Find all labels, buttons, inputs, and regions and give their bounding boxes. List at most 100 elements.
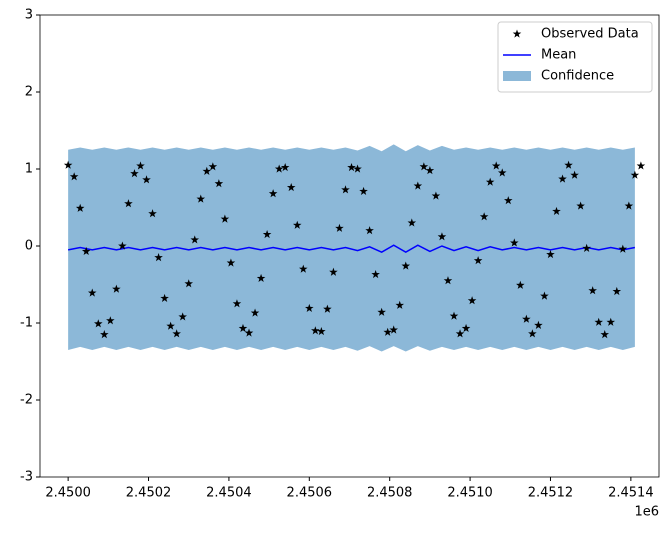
- data-point: [443, 276, 453, 285]
- data-point: [87, 288, 97, 297]
- data-point: [383, 327, 392, 336]
- legend-marker: [503, 71, 531, 81]
- data-point: [311, 326, 320, 335]
- data-point: [491, 161, 501, 170]
- data-point: [377, 307, 386, 316]
- x-tick-label: 2.4500: [45, 486, 91, 501]
- data-point: [172, 329, 181, 338]
- data-point: [503, 196, 513, 205]
- data-point: [244, 328, 254, 337]
- data-point: [624, 201, 634, 210]
- data-point: [455, 329, 465, 338]
- data-point: [106, 316, 115, 325]
- data-point: [606, 317, 616, 326]
- data-point: [160, 293, 169, 302]
- data-point: [497, 168, 507, 177]
- data-point: [63, 160, 73, 169]
- y-tick-label: 1: [25, 162, 33, 177]
- data-point: [365, 226, 374, 235]
- data-point: [280, 162, 290, 172]
- data-point: [534, 320, 543, 329]
- legend-marker: [512, 29, 522, 38]
- data-point: [286, 182, 296, 192]
- data-point: [305, 303, 314, 313]
- data-point: [353, 164, 362, 173]
- x-tick-label: 2.4512: [528, 486, 574, 501]
- data-point: [485, 177, 495, 186]
- data-point: [124, 199, 133, 208]
- data-point: [317, 326, 326, 336]
- data-point: [618, 244, 628, 253]
- data-point: [516, 280, 525, 289]
- data-point: [148, 209, 157, 218]
- data-point: [479, 212, 489, 221]
- data-point: [81, 246, 91, 256]
- data-point: [389, 325, 398, 334]
- data-point: [600, 330, 610, 339]
- data-point: [522, 314, 531, 323]
- data-point: [94, 319, 103, 328]
- data-point: [250, 308, 260, 317]
- data-point: [510, 238, 519, 247]
- data-point: [202, 166, 212, 175]
- data-point: [407, 218, 417, 227]
- y-tick-label: 2: [25, 85, 33, 100]
- data-point: [335, 223, 344, 232]
- data-point: [75, 203, 85, 212]
- data-point: [208, 162, 218, 171]
- data-point: [612, 286, 622, 296]
- data-point: [184, 279, 193, 288]
- data-point: [136, 161, 145, 170]
- x-offset-label: 1e6: [634, 505, 659, 520]
- y-tick-label: -2: [20, 393, 33, 408]
- data-point: [238, 323, 248, 333]
- data-point: [371, 269, 380, 279]
- data-point: [467, 296, 477, 305]
- data-point: [437, 232, 447, 241]
- data-point: [552, 206, 561, 215]
- data-point: [299, 264, 308, 273]
- data-point: [256, 273, 266, 282]
- data-point: [558, 174, 567, 183]
- data-point: [425, 166, 435, 175]
- data-point: [588, 286, 597, 295]
- data-point: [461, 323, 471, 333]
- data-point: [268, 189, 278, 198]
- data-point: [341, 185, 350, 194]
- data-point: [130, 169, 139, 178]
- data-point: [347, 162, 356, 172]
- data-point: [528, 329, 537, 338]
- data-point: [401, 261, 411, 270]
- data-point: [178, 312, 187, 321]
- data-point: [262, 229, 272, 239]
- data-point: [395, 300, 405, 309]
- data-point: [594, 317, 603, 326]
- legend-label: Confidence: [541, 69, 614, 84]
- data-point: [473, 256, 483, 265]
- x-tick-label: 2.4506: [287, 486, 333, 501]
- data-point: [582, 243, 591, 252]
- x-tick-label: 2.4514: [608, 486, 654, 501]
- data-point: [154, 253, 163, 262]
- data-point: [323, 304, 332, 313]
- data-point: [546, 249, 555, 259]
- data-point: [419, 162, 429, 171]
- x-tick-label: 2.4510: [447, 486, 493, 501]
- data-point: [570, 170, 579, 179]
- data-point: [292, 220, 302, 229]
- data-point: [449, 311, 459, 320]
- data-point: [69, 172, 79, 181]
- data-point: [196, 194, 206, 203]
- data-point: [630, 170, 640, 179]
- data-point: [576, 201, 585, 210]
- data-point: [220, 214, 230, 223]
- data-point: [166, 321, 175, 330]
- legend-label: Observed Data: [541, 27, 639, 42]
- confidence-band: [68, 144, 635, 352]
- data-point: [118, 241, 127, 250]
- data-point: [274, 164, 284, 173]
- y-tick-label: -3: [20, 470, 33, 485]
- data-point: [540, 291, 549, 300]
- data-point: [112, 284, 121, 293]
